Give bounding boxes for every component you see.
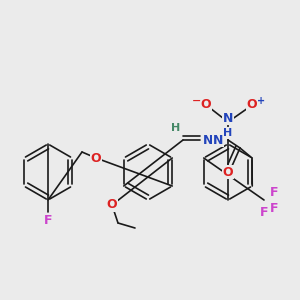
Text: O: O [201,98,211,110]
Text: H: H [171,123,181,133]
Text: O: O [223,166,233,178]
Text: F: F [44,214,52,226]
Text: O: O [91,152,101,164]
Text: N: N [203,134,213,146]
Text: +: + [257,96,265,106]
Text: F: F [260,206,268,218]
Text: H: H [224,128,232,138]
Text: N: N [223,112,233,124]
Text: O: O [247,98,257,110]
Text: F: F [270,185,278,199]
Text: O: O [107,199,117,212]
Text: N: N [213,134,223,146]
Text: F: F [270,202,278,214]
Text: −: − [192,96,202,106]
